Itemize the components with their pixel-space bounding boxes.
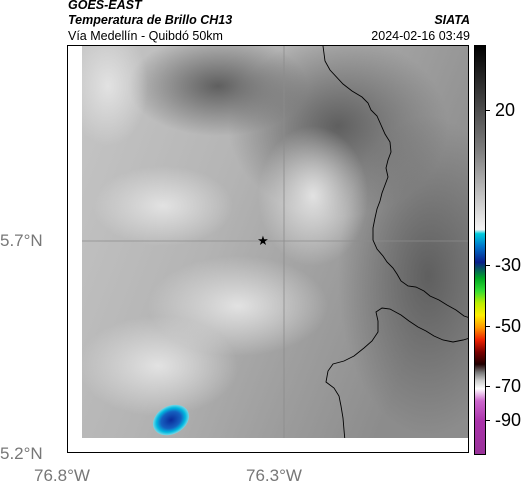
lon-tick-76.3: 76.3°W (246, 466, 302, 485)
cloud-band-4 (68, 46, 148, 146)
product-title: Temperatura de Brillo CH13 (68, 13, 233, 27)
satellite-title: GOES-EAST (68, 0, 142, 12)
department-boundary-south (325, 307, 468, 452)
star-marker-icon: ★ (257, 234, 269, 249)
department-boundary-north (322, 46, 468, 318)
warm-region-east (338, 116, 468, 436)
region-subtitle: Vía Medellín - Quibdó 50km (68, 29, 223, 43)
cloud-band-1 (93, 166, 233, 246)
lat-tick-5.2: 5.2°N (0, 444, 43, 463)
colorbar-tick-minus50 (486, 326, 490, 327)
cold-cloud-top (152, 404, 190, 436)
colorbar-tick-20 (486, 110, 490, 111)
colorbar-tick-minus70 (486, 386, 490, 387)
cloud-band-5 (258, 126, 368, 266)
cloud-band-3 (78, 316, 238, 416)
warm-region-northwest (128, 46, 308, 136)
datetime-label: 2024-02-16 03:49 (371, 29, 470, 43)
colorbar-tick-minus90 (486, 420, 490, 421)
colorbar-label-minus90: -90 (495, 410, 522, 430)
organization-label: SIATA (434, 13, 470, 27)
colorbar-tick-minus30 (486, 265, 490, 266)
temperature-colorbar (474, 45, 486, 455)
satellite-map: ★ (67, 45, 469, 453)
lon-tick-76.8: 76.8°W (34, 466, 90, 485)
colorbar-label-minus50: -50 (495, 316, 522, 336)
lat-tick-5.7: 5.7°N (0, 231, 43, 250)
colorbar-label-minus70: -70 (495, 376, 522, 396)
no-data-strip-left (68, 46, 82, 452)
colorbar-label-20: 20 (495, 100, 516, 120)
colorbar-label-minus30: -30 (495, 255, 522, 275)
map-canvas: ★ (68, 46, 468, 452)
no-data-strip (68, 438, 468, 452)
